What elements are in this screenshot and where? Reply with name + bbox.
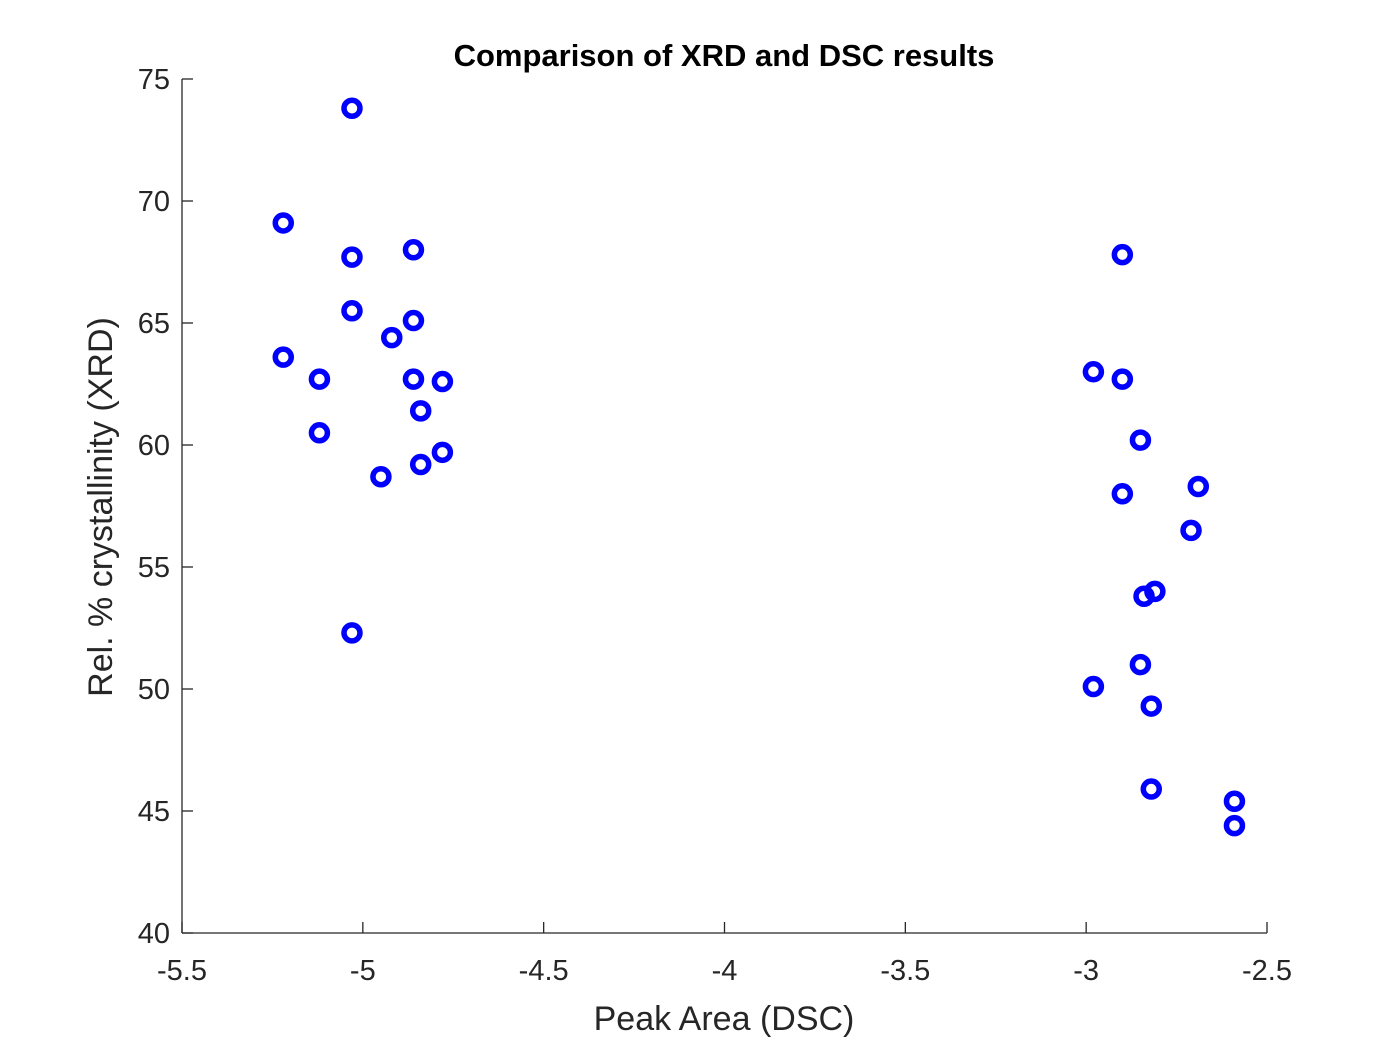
data-point xyxy=(409,400,432,422)
y-tick-label: 45 xyxy=(138,796,170,828)
data-point xyxy=(308,422,331,444)
x-tick-label: -5 xyxy=(350,955,376,987)
y-tick-label: 50 xyxy=(138,674,170,706)
data-point xyxy=(402,368,425,390)
data-point xyxy=(1180,519,1202,542)
axes xyxy=(181,79,1267,934)
data-point xyxy=(272,346,295,368)
data-point xyxy=(1111,483,1134,505)
y-tick-label: 65 xyxy=(138,308,170,340)
y-axis-label: Rel. % crystallinity (XRD) xyxy=(82,317,120,697)
data-point xyxy=(1082,675,1105,698)
data-points xyxy=(272,97,1246,837)
chart-title: Comparison of XRD and DSC results xyxy=(454,38,995,73)
x-tick-label: -4 xyxy=(712,955,738,987)
data-point xyxy=(308,368,331,390)
data-point xyxy=(1223,790,1246,812)
y-tick-label: 75 xyxy=(138,64,170,96)
y-tick-label: 70 xyxy=(138,186,170,218)
data-point xyxy=(1140,695,1163,717)
data-point xyxy=(381,326,403,349)
data-point xyxy=(272,212,295,234)
x-tick-label: -4.5 xyxy=(519,955,569,987)
data-point xyxy=(402,309,425,332)
data-point xyxy=(341,246,363,268)
y-tick-label: 40 xyxy=(138,918,170,950)
data-point xyxy=(1129,653,1152,676)
y-tick-label: 55 xyxy=(138,552,170,584)
data-point xyxy=(1223,814,1246,837)
data-point xyxy=(370,465,392,488)
data-point xyxy=(431,370,454,393)
data-point xyxy=(341,622,363,644)
data-point xyxy=(409,453,432,476)
data-point xyxy=(402,239,425,261)
x-tick-label: -3.5 xyxy=(880,955,930,987)
data-point xyxy=(1082,361,1105,383)
data-point xyxy=(1133,585,1155,608)
x-tick-label: -3 xyxy=(1073,955,1099,987)
x-tick-label: -5.5 xyxy=(157,955,207,987)
data-point xyxy=(1111,243,1134,266)
data-point xyxy=(1140,778,1163,800)
data-point xyxy=(341,97,363,120)
data-point xyxy=(1111,368,1134,390)
data-point xyxy=(341,300,363,322)
x-axis-label: Peak Area (DSC) xyxy=(594,1000,855,1038)
data-point xyxy=(1129,429,1152,451)
x-tick-label: -2.5 xyxy=(1242,955,1292,987)
y-tick-label: 60 xyxy=(138,430,170,462)
data-point xyxy=(1187,475,1210,498)
axis-ticks: -5.5 -5 -4.5 -4 -3.5 -3 -2.5 40 45 50 55 60 65 70 75 xyxy=(138,64,1292,987)
data-point xyxy=(431,441,454,464)
